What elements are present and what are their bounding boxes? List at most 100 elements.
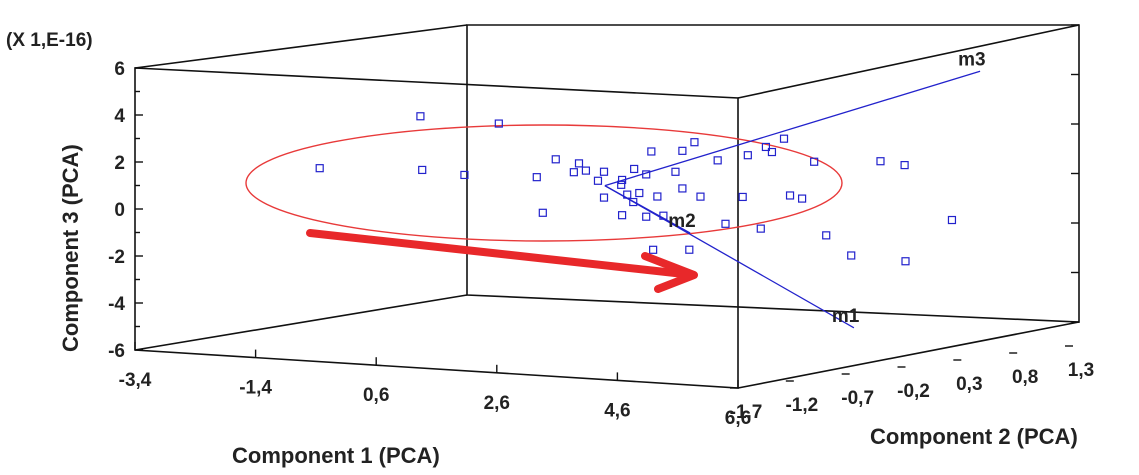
scatter-point bbox=[738, 192, 747, 202]
vector-line-m2 bbox=[604, 185, 691, 234]
x-tick-label: -1,4 bbox=[239, 378, 272, 399]
y-tick-label: -0,7 bbox=[841, 388, 874, 409]
loading-vectors: m1 m2 m3 bbox=[604, 49, 986, 329]
scatter-point bbox=[649, 245, 658, 254]
scatter-point bbox=[617, 175, 627, 185]
scatter-point bbox=[756, 224, 765, 233]
scatter-point bbox=[623, 190, 632, 199]
scatter-point bbox=[538, 208, 547, 217]
x-tick-label: 4,6 bbox=[604, 400, 630, 421]
scatter-point bbox=[574, 159, 584, 168]
x-tick-label: 2,6 bbox=[484, 393, 510, 414]
scatter-point bbox=[593, 176, 603, 185]
scatter-point bbox=[822, 231, 831, 240]
box-edge-top-right bbox=[737, 24, 1080, 99]
scatter-point bbox=[810, 157, 819, 166]
box-edge-bottom-right bbox=[737, 321, 1080, 389]
y-tick-label: -0,2 bbox=[897, 381, 930, 402]
scatter-point bbox=[659, 211, 668, 220]
box-back-face bbox=[466, 24, 1080, 323]
y-tick-label: -1,7 bbox=[730, 402, 763, 423]
box-front-face bbox=[134, 67, 739, 389]
direction-arrow bbox=[306, 229, 698, 293]
scatter-point bbox=[629, 197, 638, 207]
scatter-point bbox=[876, 157, 885, 166]
scatter-point bbox=[696, 192, 705, 201]
box-edge-bottom-left bbox=[134, 294, 468, 351]
scatter-point bbox=[797, 194, 807, 203]
direction-arrow-head bbox=[641, 252, 698, 293]
scatter-point bbox=[617, 211, 627, 220]
box-edge-top-left bbox=[134, 24, 468, 69]
scatter-point bbox=[617, 180, 626, 189]
z-tick-label: 0 bbox=[114, 200, 125, 221]
z-tick-label: 4 bbox=[114, 106, 125, 127]
z-tick-label: -6 bbox=[108, 341, 125, 362]
scatter-point bbox=[551, 155, 560, 164]
scatter-point bbox=[671, 167, 680, 176]
scatter-point bbox=[494, 119, 503, 128]
box-frame bbox=[134, 24, 1080, 389]
z-tick-label: 6 bbox=[114, 59, 125, 80]
scatter-point bbox=[599, 167, 609, 176]
scatter-point bbox=[581, 166, 591, 175]
scatter-point bbox=[713, 156, 722, 165]
vector-label-m1: m1 bbox=[832, 306, 860, 327]
scatter-point bbox=[678, 146, 687, 155]
y-tick-label: 0,3 bbox=[956, 374, 982, 395]
scatter-point bbox=[315, 164, 324, 173]
scatter-point bbox=[460, 170, 469, 180]
scatter-points bbox=[315, 112, 957, 266]
z-tick-label: -4 bbox=[108, 294, 125, 315]
scatter-point bbox=[418, 165, 427, 175]
scatter-point bbox=[630, 164, 639, 174]
scatter-point bbox=[947, 215, 957, 225]
y-tick-label: 1,3 bbox=[1068, 360, 1094, 381]
scatter-point bbox=[685, 245, 694, 254]
scatter-point bbox=[900, 160, 909, 170]
vector-label-m2: m2 bbox=[668, 211, 695, 232]
x-axis-title: Component 1 (PCA) bbox=[232, 443, 440, 468]
z-scale-label: (X 1,E-16) bbox=[6, 30, 93, 51]
scatter-point bbox=[743, 151, 752, 160]
y-axis-title: Component 2 (PCA) bbox=[870, 424, 1078, 449]
scatter-point bbox=[761, 142, 771, 152]
scatter-point bbox=[642, 212, 651, 221]
scatter-point bbox=[721, 219, 730, 228]
y-tick-label: -1,2 bbox=[785, 395, 818, 416]
z-tick-labels: 6 4 2 0 -2 -4 -6 bbox=[108, 59, 125, 362]
z-axis-title: Component 3 (PCA) bbox=[58, 144, 83, 352]
scatter-point bbox=[690, 138, 699, 147]
y-tick-label: 0,8 bbox=[1012, 367, 1038, 388]
scatter-point bbox=[785, 191, 795, 200]
scatter-point bbox=[532, 173, 541, 182]
y-tick-labels: -1,7 -1,2 -0,7 -0,2 0,3 0,8 1,3 bbox=[730, 360, 1095, 423]
scatter-point bbox=[847, 251, 856, 260]
scatter-point bbox=[653, 192, 662, 201]
scatter-point bbox=[635, 188, 644, 198]
z-tick-label: -2 bbox=[108, 247, 125, 268]
scatter-point bbox=[642, 170, 651, 179]
scatter-point bbox=[901, 257, 910, 266]
scatter-point bbox=[416, 112, 425, 121]
scatter-point bbox=[599, 193, 609, 202]
z-tick-marks bbox=[135, 24, 1079, 351]
direction-arrow-shaft bbox=[306, 229, 688, 278]
scatter-point bbox=[678, 184, 687, 193]
vector-label-m3: m3 bbox=[958, 49, 985, 70]
x-tick-label: -3,4 bbox=[119, 370, 152, 391]
x-tick-label: 6,6 bbox=[725, 408, 751, 429]
scatter-point bbox=[767, 147, 777, 157]
z-tick-label: 2 bbox=[114, 153, 125, 174]
vector-line-m3 bbox=[604, 70, 981, 187]
x-tick-marks bbox=[134, 342, 739, 388]
x-tick-label: 0,6 bbox=[363, 385, 389, 406]
scatter-point bbox=[569, 168, 578, 177]
y-tick-marks bbox=[730, 345, 1073, 389]
scatter-point bbox=[779, 134, 789, 143]
x-tick-labels: -3,4 -1,4 0,6 2,6 4,6 6,6 bbox=[119, 370, 752, 429]
confidence-ellipse bbox=[245, 124, 843, 242]
scatter-point bbox=[647, 147, 656, 156]
